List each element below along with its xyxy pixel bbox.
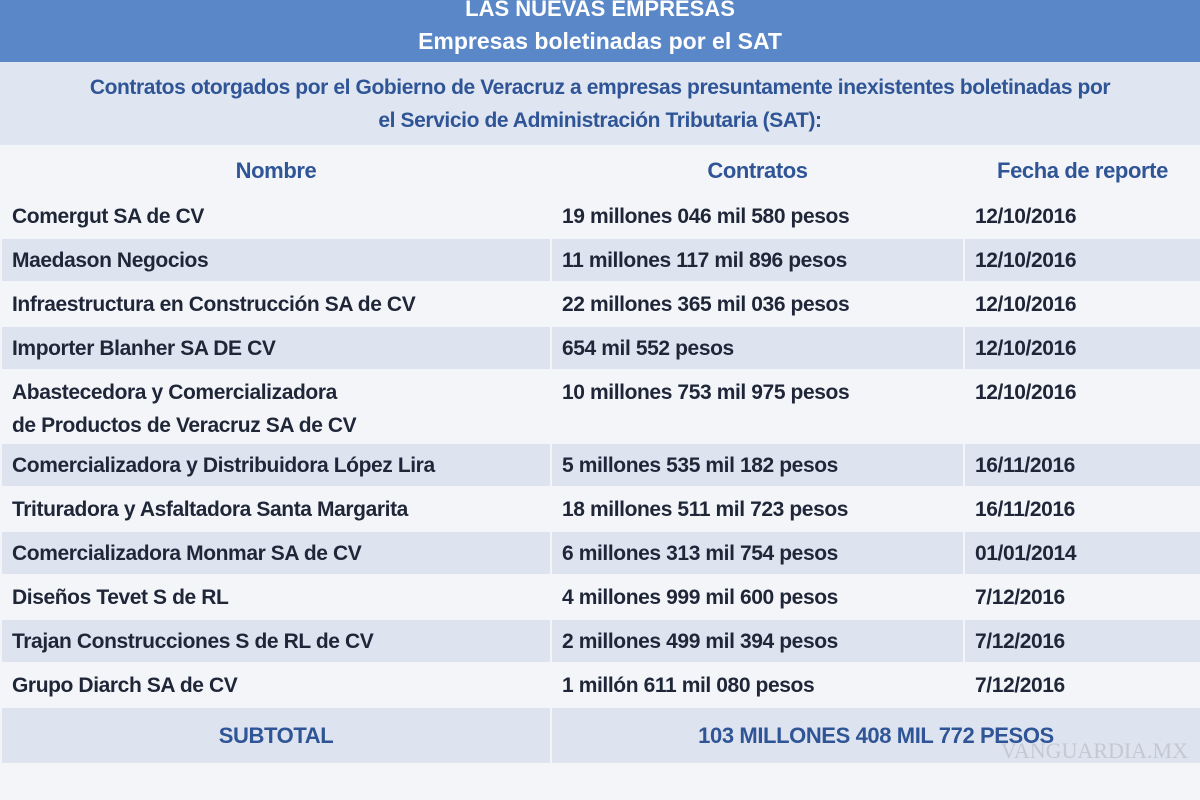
subtitle: Empresas boletinadas por el SAT bbox=[418, 28, 782, 54]
cell: Comergut SA de CV bbox=[0, 193, 552, 239]
row: Importer Blanher SA DE CV 654 mil 552 pes… bbox=[0, 325, 1200, 371]
cell: 12/10/2016 bbox=[963, 325, 1200, 371]
row: Abastecedora y Comercializadora de Produ… bbox=[0, 369, 1200, 444]
cell: Diseños Tevet S de RL bbox=[0, 574, 552, 620]
cell: Importer Blanher SA DE CV bbox=[0, 325, 552, 371]
row: Trituradora y Asfaltadora Santa Margarit… bbox=[0, 486, 1200, 532]
cell: Comercializadora y Distribuidora López L… bbox=[0, 442, 552, 488]
row: Trajan Construcciones S de RL de CV 2 mil… bbox=[0, 618, 1200, 664]
cell: 22 millones 365 mil 036 pesos bbox=[550, 281, 965, 327]
table: Nombre Contratos Fecha de reporte Comergut … bbox=[0, 145, 1200, 765]
intro: Contratos otorgados por el Gobierno de V… bbox=[0, 62, 1200, 145]
cell: 7/12/2016 bbox=[963, 574, 1200, 620]
cell: 12/10/2016 bbox=[963, 193, 1200, 239]
intro-line: Contratos otorgados por el Gobierno de V… bbox=[89, 76, 1111, 99]
cell: Trajan Construcciones S de RL de CV bbox=[0, 618, 552, 664]
cell: 1 millón 611 mil 080 pesos bbox=[550, 662, 965, 708]
cell: 7/12/2016 bbox=[963, 618, 1200, 664]
column-header: Contratos bbox=[550, 145, 965, 195]
row: Comergut SA de CV 19 millones 046 mil 580… bbox=[0, 193, 1200, 239]
subtotal-value: 103 MILLONES 408 MIL 772 PESOS bbox=[550, 706, 1200, 765]
cell: 2 millones 499 mil 394 pesos bbox=[550, 618, 965, 664]
title: LAS NUEVAS EMPRESAS bbox=[465, 0, 735, 21]
cell: Trituradora y Asfaltadora Santa Margarit… bbox=[0, 486, 552, 532]
cell: 6 millones 313 mil 754 pesos bbox=[550, 530, 965, 576]
cell: Grupo Diarch SA de CV bbox=[0, 662, 552, 708]
intro-line: el Servicio de Administración Tributaria… bbox=[378, 109, 822, 132]
cell: Infraestructura en Construcción SA de CV bbox=[0, 281, 552, 327]
header-row: Nombre Contratos Fecha de reporte bbox=[0, 145, 1200, 195]
cell: 10 millones 753 mil 975 pesos bbox=[550, 369, 965, 444]
subtotal-label: SUBTOTAL bbox=[0, 706, 552, 765]
cell: 654 mil 552 pesos bbox=[550, 325, 965, 371]
cell: 7/12/2016 bbox=[963, 662, 1200, 708]
column-header: Fecha de reporte bbox=[963, 145, 1200, 195]
row: Maedason Negocios 11 millones 117 mil 896… bbox=[0, 237, 1200, 283]
row: Diseños Tevet S de RL 4 millones 999 mil … bbox=[0, 574, 1200, 620]
row: Comercializadora Monmar SA de CV 6 millon… bbox=[0, 530, 1200, 576]
header: LAS NUEVAS EMPRESAS Empresas boletinadas… bbox=[0, 0, 1200, 62]
cell: 16/11/2016 bbox=[963, 442, 1200, 488]
cell: 19 millones 046 mil 580 pesos bbox=[550, 193, 965, 239]
watermark: VANGUARDIA.MX bbox=[1000, 738, 1188, 763]
cell: 01/01/2014 bbox=[963, 530, 1200, 576]
cell: 12/10/2016 bbox=[963, 281, 1200, 327]
cell: 11 millones 117 mil 896 pesos bbox=[550, 237, 965, 283]
cell: Abastecedora y Comercializadora de Produ… bbox=[0, 369, 552, 444]
subtotal-row: SUBTOTAL 103 MILLONES 408 MIL 772 PESOS bbox=[0, 706, 1200, 765]
row: Infraestructura en Construcción SA de CV… bbox=[0, 281, 1200, 327]
cell: 16/11/2016 bbox=[963, 486, 1200, 532]
row: Grupo Diarch SA de CV 1 millón 611 mil 08… bbox=[0, 662, 1200, 708]
row: Comercializadora y Distribuidora López L… bbox=[0, 442, 1200, 488]
cell: 5 millones 535 mil 182 pesos bbox=[550, 442, 965, 488]
cell: Maedason Negocios bbox=[0, 237, 552, 283]
cell: 4 millones 999 mil 600 pesos bbox=[550, 574, 965, 620]
cell: Comercializadora Monmar SA de CV bbox=[0, 530, 552, 576]
cell: 18 millones 511 mil 723 pesos bbox=[550, 486, 965, 532]
cell: 12/10/2016 bbox=[963, 237, 1200, 283]
column-header: Nombre bbox=[0, 145, 552, 195]
cell: 12/10/2016 bbox=[963, 369, 1200, 444]
